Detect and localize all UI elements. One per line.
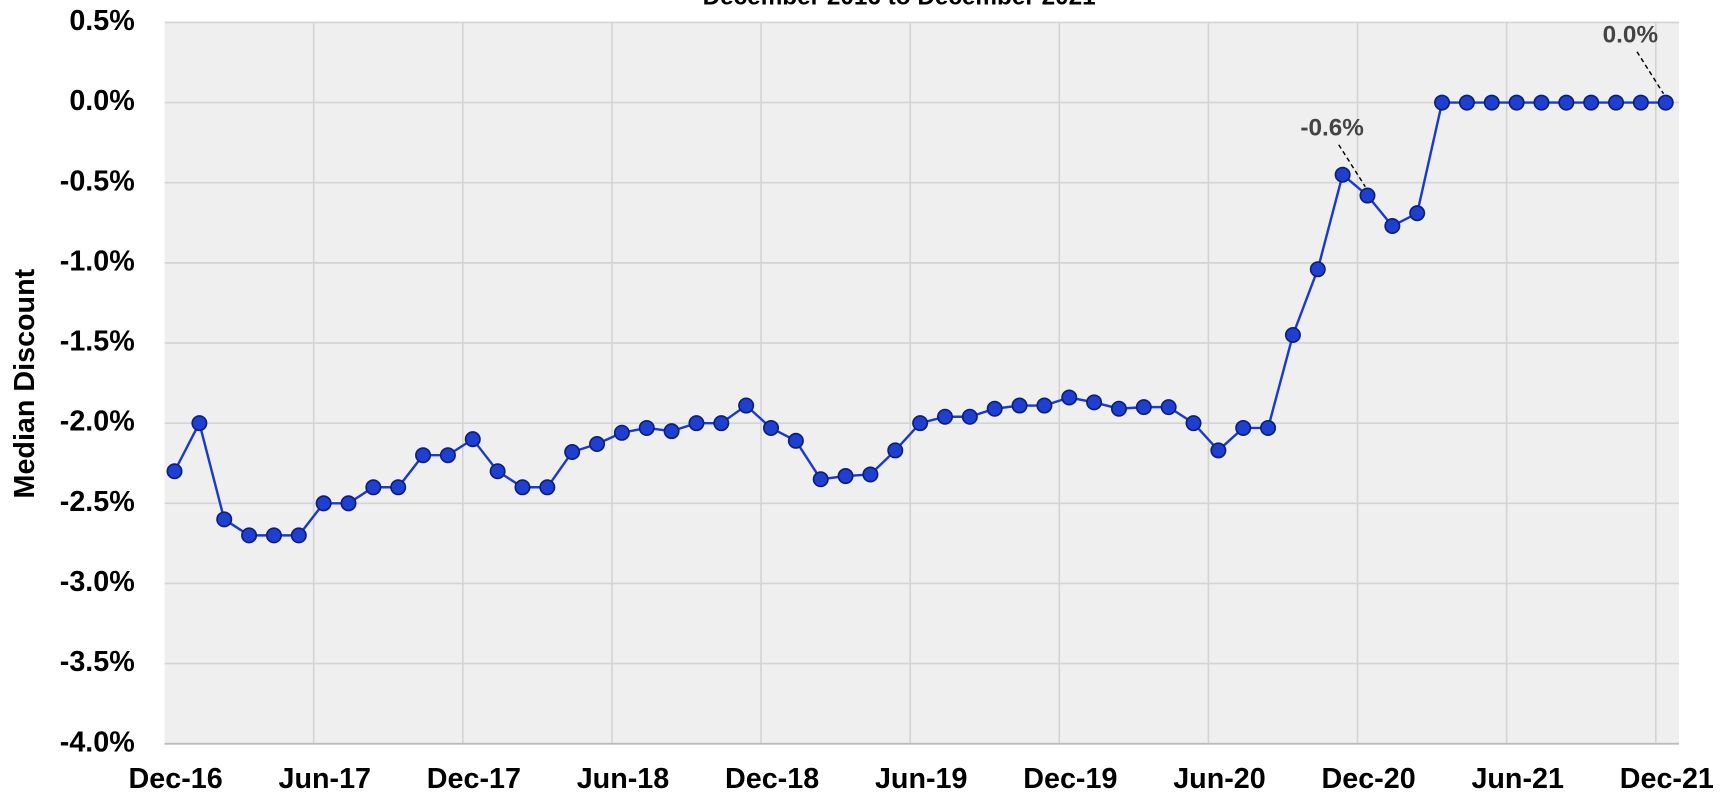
marker (1359, 187, 1376, 204)
marker (1508, 94, 1525, 111)
marker (415, 447, 432, 464)
marker (514, 479, 531, 496)
y-tick-label: -1.0% (60, 245, 135, 277)
x-tick-label: Dec-20 (1322, 763, 1416, 795)
marker (1657, 94, 1674, 111)
marker (738, 397, 755, 414)
x-tick-label: Jun-17 (278, 763, 371, 795)
marker (1135, 399, 1152, 416)
marker (1011, 397, 1028, 414)
marker (936, 408, 953, 425)
marker (564, 444, 581, 461)
y-tick-label: -2.0% (60, 406, 135, 438)
marker (663, 423, 680, 440)
y-tick-label: -3.0% (60, 566, 135, 598)
leader-line (1636, 51, 1665, 95)
x-tick-label: Jun-20 (1173, 763, 1266, 795)
plot-area (164, 22, 1679, 744)
marker (1210, 442, 1227, 459)
marker (1309, 261, 1326, 278)
marker (539, 479, 556, 496)
y-tick-label: -0.5% (60, 165, 135, 197)
marker (1583, 94, 1600, 111)
x-tick-label: Dec-18 (725, 763, 819, 795)
y-tick-label: 0.0% (69, 85, 134, 117)
marker (1260, 419, 1277, 436)
marker (1409, 205, 1426, 222)
marker (912, 415, 929, 432)
marker (837, 468, 854, 485)
marker (1235, 419, 1252, 436)
marker (638, 419, 655, 436)
marker (166, 463, 183, 480)
marker (762, 419, 780, 436)
marker (613, 424, 630, 441)
marker (1061, 389, 1078, 406)
marker (812, 471, 829, 488)
marker (1185, 415, 1202, 432)
x-tick-label: Jun-18 (577, 763, 670, 795)
y-axis-label: Median Discount (9, 268, 41, 498)
leader-line (1338, 144, 1366, 188)
marker (787, 432, 804, 449)
x-tick-label: Dec-21 (1620, 763, 1714, 795)
marker (1036, 397, 1053, 414)
y-tick-label: -3.5% (60, 646, 135, 678)
marker (589, 435, 606, 453)
marker (862, 466, 879, 483)
marker (340, 495, 357, 512)
marker (265, 527, 282, 544)
marker (290, 527, 307, 544)
x-tick-label: Dec-17 (427, 763, 521, 795)
marker (216, 511, 233, 528)
data-label: 0.0% (1603, 22, 1658, 49)
x-tick-label: Jun-21 (1471, 763, 1564, 795)
x-tick-label: Jun-19 (875, 763, 968, 795)
marker (241, 527, 258, 544)
y-tick-label: 0.5% (69, 5, 134, 37)
marker (191, 415, 208, 432)
marker (961, 408, 978, 425)
marker (1086, 394, 1103, 411)
x-tick-label: Dec-16 (129, 763, 223, 795)
marker (1483, 94, 1500, 111)
y-tick-label: -4.0% (60, 726, 135, 758)
marker (887, 442, 904, 459)
marker (390, 479, 407, 496)
marker (1458, 94, 1475, 111)
marker (986, 400, 1003, 417)
data-label: -0.6% (1300, 115, 1363, 142)
marker (464, 431, 481, 448)
marker (1558, 94, 1575, 111)
chart-title: December 2016 to December 2021 (703, 0, 1096, 11)
marker (688, 415, 705, 432)
marker (1334, 166, 1351, 183)
x-tick-label: Dec-19 (1023, 763, 1117, 795)
marker (365, 479, 382, 496)
y-tick-label: -1.5% (60, 326, 135, 358)
marker (439, 447, 456, 464)
marker (1384, 217, 1401, 235)
y-tick-label: -2.5% (60, 486, 135, 518)
marker (1533, 94, 1550, 111)
marker (1608, 94, 1625, 111)
marker (1160, 399, 1177, 416)
marker (1632, 94, 1649, 111)
marker (713, 415, 730, 432)
marker (1110, 400, 1127, 417)
marker (1284, 326, 1301, 344)
marker (489, 463, 506, 480)
marker (1434, 94, 1451, 111)
marker (315, 495, 332, 512)
